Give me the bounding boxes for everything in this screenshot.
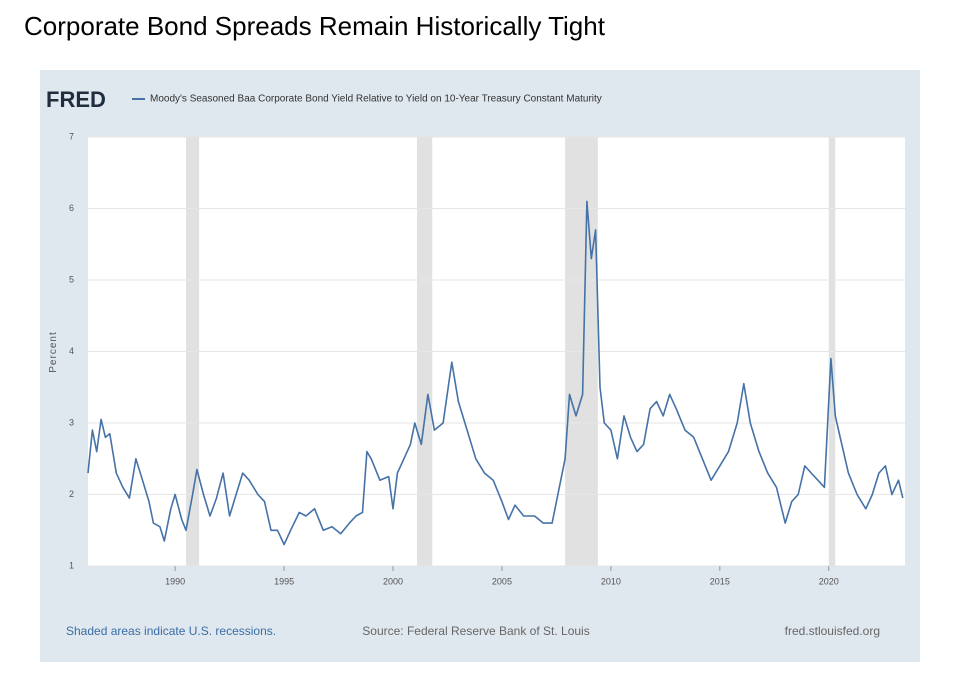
y-tick-label: 2 [69,489,74,499]
x-tick-label: 2005 [492,576,512,586]
y-tick-label: 7 [69,131,74,141]
recession-note: Shaded areas indicate U.S. recessions. [66,624,276,638]
legend-label: Moody's Seasoned Baa Corporate Bond Yiel… [150,94,602,105]
y-tick-label: 4 [69,346,74,356]
y-tick-label: 1 [69,560,74,570]
x-tick-label: 1990 [165,576,185,586]
y-tick-label: 5 [69,274,74,284]
source: Source: Federal Reserve Bank of St. Loui… [362,624,589,638]
plot: 1 2 3 4 5 6 7 1990 1995 2000 2005 2010 2015 2020 [69,131,905,586]
data-line [87,200,904,546]
y-tick-label: 3 [69,417,74,427]
page-title: Corporate Bond Spreads Remain Historical… [24,11,606,41]
x-tick-label: 1995 [274,576,294,586]
x-tick-label: 2020 [819,576,839,586]
source-url: fred.stlouisfed.org [785,624,880,638]
logo: FRED [46,87,106,112]
x-tick-label: 2000 [383,576,403,586]
y-tick-label: 6 [69,203,74,213]
x-tick-label: 2010 [601,576,621,586]
x-tick-label: 2015 [710,576,730,586]
y-axis-label: Percent [48,331,59,372]
